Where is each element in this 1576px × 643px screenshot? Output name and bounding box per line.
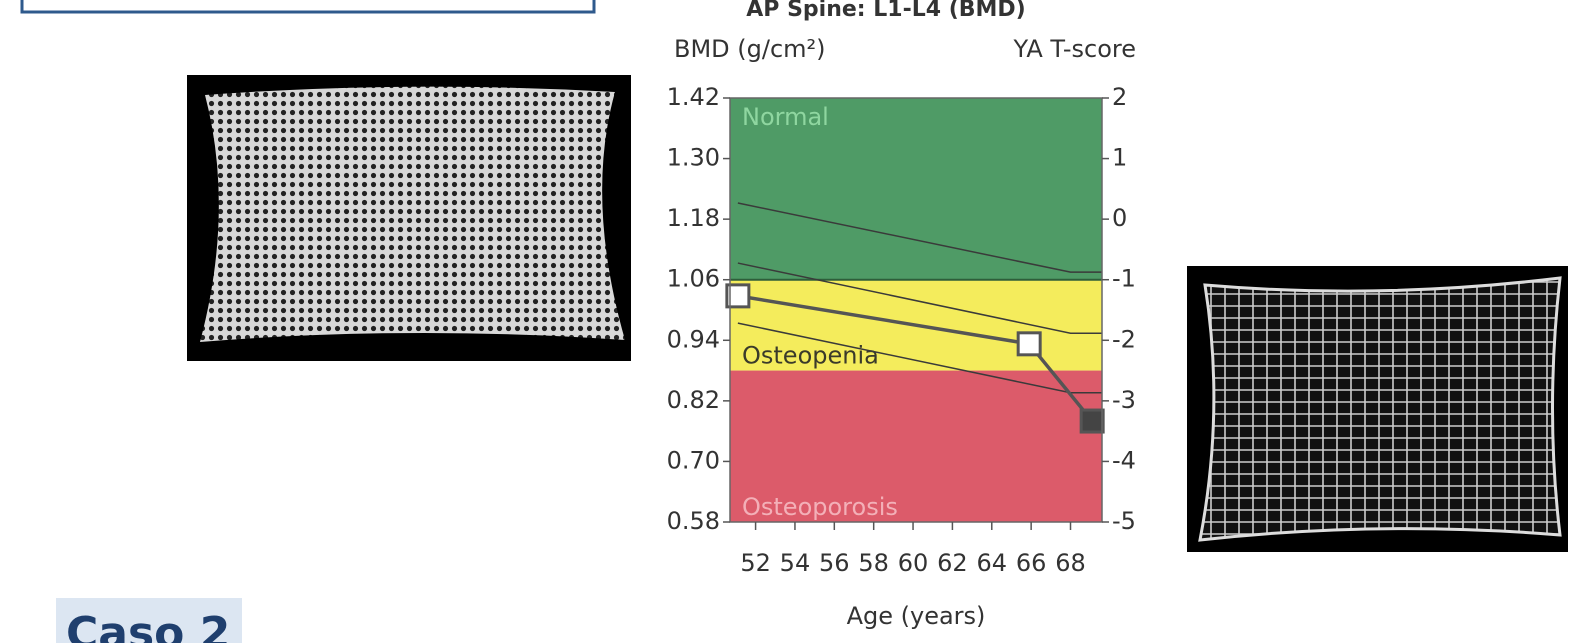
y2-tick-label: -4	[1112, 446, 1136, 474]
reference-curve	[737, 262, 1102, 334]
y2-axis-label: YA T-score	[1013, 35, 1136, 63]
x-tick-label: 62	[937, 549, 968, 577]
y-tick-label: 0.94	[667, 325, 720, 353]
y2-tick-label: 2	[1112, 83, 1127, 111]
zone-band	[730, 370, 1102, 522]
zone-label: Osteoporosis	[742, 493, 898, 521]
x-tick-label: 58	[858, 549, 889, 577]
y-axis-label: BMD (g/cm²)	[674, 35, 826, 63]
y-tick-label: 0.82	[667, 386, 720, 414]
y2-tick-label: 1	[1112, 144, 1127, 172]
plot-frame	[729, 97, 1103, 523]
y-tick-label: 0.70	[667, 446, 720, 474]
bone-image-healthy	[187, 75, 631, 361]
zone-band	[730, 98, 1102, 280]
x-tick-label: 68	[1055, 549, 1086, 577]
y2-tick-label: -1	[1112, 265, 1136, 293]
patient-point	[1016, 331, 1042, 357]
y-tick-label: 0.58	[667, 507, 720, 535]
y-tick-label: 1.06	[667, 265, 720, 293]
heading-bg	[56, 598, 242, 643]
y-tick-label: 1.42	[667, 83, 720, 111]
chart-title: AP Spine: L1-L4 (BMD)	[746, 0, 1025, 22]
x-tick-label: 60	[898, 549, 929, 577]
x-tick-label: 64	[977, 549, 1008, 577]
zone-label: Osteopenia	[742, 342, 879, 370]
y2-tick-label: -2	[1112, 325, 1136, 353]
x-axis-label: Age (years)	[847, 602, 986, 630]
x-tick-label: 54	[780, 549, 811, 577]
x-tick-label: 56	[819, 549, 850, 577]
y-tick-label: 1.30	[667, 144, 720, 172]
reference-curve	[737, 202, 1102, 273]
zone-label: Normal	[742, 103, 829, 131]
patient-point	[1079, 408, 1105, 434]
y2-tick-label: -3	[1112, 386, 1136, 414]
y2-tick-label: 0	[1112, 204, 1127, 232]
y-tick-label: 1.18	[667, 204, 720, 232]
y2-tick-label: -5	[1112, 507, 1136, 535]
slide-heading: Caso 2	[66, 608, 230, 643]
plot: Normal Osteopenia Osteoporosis 0.58 0.70 0.82…	[667, 83, 1136, 577]
x-tick-label: 52	[740, 549, 771, 577]
header-bar	[20, 0, 596, 14]
bone-image-osteoporotic	[1187, 266, 1568, 552]
patient-point	[725, 283, 751, 309]
x-tick-label: 66	[1016, 549, 1047, 577]
